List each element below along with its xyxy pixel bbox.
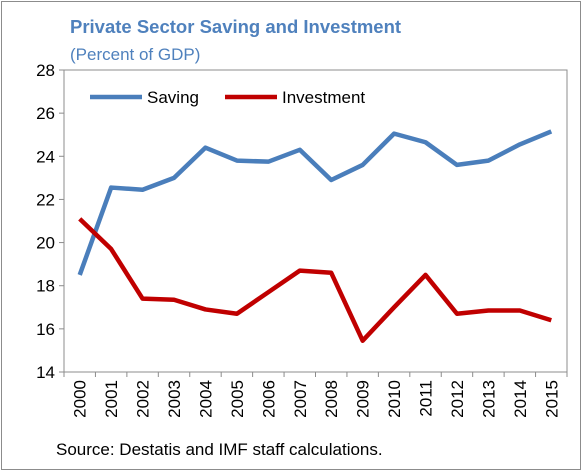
series-layer: [77, 129, 553, 343]
chart-title: Private Sector Saving and Investment: [70, 16, 402, 37]
x-tick-label: 2014: [511, 380, 530, 418]
y-tick-label: 16: [36, 320, 55, 339]
x-tick-label: 2003: [165, 380, 184, 418]
y-tick-label: 18: [36, 277, 55, 296]
series-line-investment: [78, 217, 552, 343]
x-tick-label: 2015: [542, 380, 561, 418]
y-tick-label: 26: [36, 104, 55, 123]
y-tick-label: 24: [36, 147, 55, 166]
y-tick-label: 22: [36, 190, 55, 209]
x-tick-label: 2009: [354, 380, 373, 418]
legend-label-saving: Saving: [147, 88, 199, 107]
x-tick-label: 2001: [102, 380, 121, 418]
x-tick-label: 2006: [259, 380, 278, 418]
x-tick-label: 2007: [291, 380, 310, 418]
chart-legend: Saving Investment: [90, 88, 365, 107]
x-tick-label: 2000: [71, 380, 90, 418]
y-tick-label: 28: [36, 61, 55, 80]
y-tick-label: 14: [36, 363, 55, 382]
legend-label-investment: Investment: [282, 88, 365, 107]
x-tick-label: 2013: [479, 380, 498, 418]
y-tick-label: 20: [36, 234, 55, 253]
x-tick-label: 2002: [134, 380, 153, 418]
chart-axes: 14 16 18 20 22 24 26 28 2000 2001 2002 2003 2004 2005…: [36, 61, 568, 418]
x-tick-label: 2011: [417, 380, 436, 417]
series-line-saving: [77, 129, 553, 276]
chart-subtitle: (Percent of GDP): [70, 45, 201, 64]
x-tick-label: 2010: [385, 380, 404, 418]
chart-source: Source: Destatis and IMF staff calculati…: [56, 440, 383, 459]
x-tick-label: 2008: [322, 380, 341, 418]
x-tick-label: 2005: [228, 380, 247, 418]
x-tick-label: 2004: [196, 380, 215, 418]
plot-area: [63, 69, 568, 373]
x-tick-label: 2012: [448, 380, 467, 418]
